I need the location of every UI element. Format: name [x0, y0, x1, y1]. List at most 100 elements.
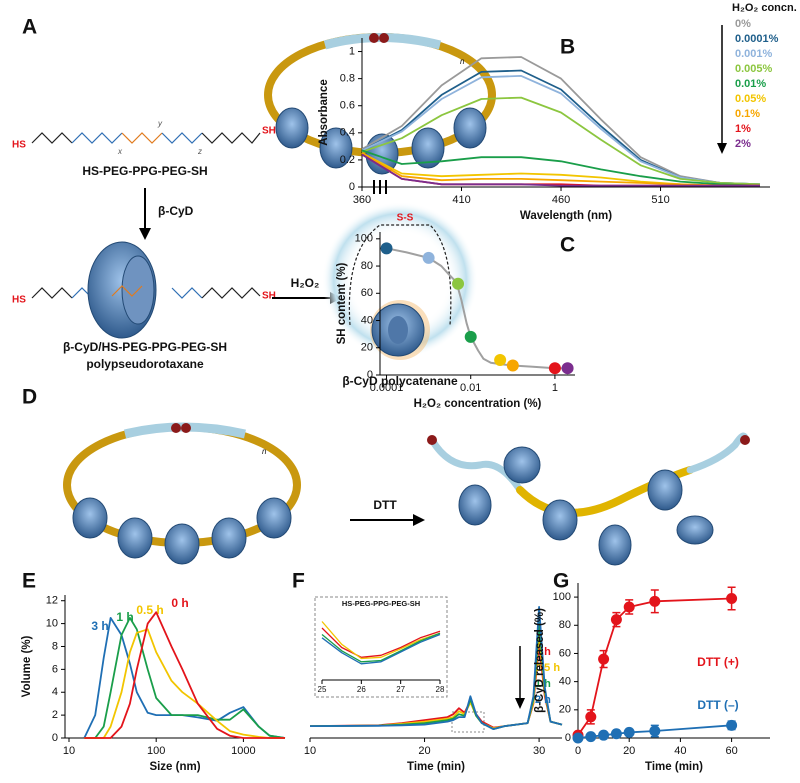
series-label: 0.5 h	[136, 603, 163, 617]
x-tick-label: 20	[623, 745, 635, 757]
y-tick-label: 0.4	[340, 127, 355, 139]
data-point	[598, 729, 610, 741]
thiol-label: HS	[12, 295, 26, 306]
data-line	[84, 628, 285, 739]
x-tick-label: 26	[357, 685, 366, 694]
arrow-head	[139, 228, 151, 240]
y-tick-label: 0	[52, 732, 58, 744]
legend-label: 2%	[735, 138, 751, 150]
data-point	[598, 653, 610, 665]
data-point	[726, 593, 738, 604]
polycatenane-ring	[63, 422, 301, 565]
data-point	[585, 731, 597, 743]
y-tick-label: 10	[46, 618, 58, 630]
ppg-segment	[111, 285, 143, 297]
x-tick-label: 20	[418, 745, 430, 757]
data-line	[84, 617, 286, 739]
series-label: 1 h	[116, 610, 133, 624]
x-tick-label: 510	[651, 194, 669, 206]
y-tick-label: 60	[361, 287, 373, 299]
data-line	[309, 606, 563, 730]
x-tick-label: 10	[304, 745, 316, 757]
free-polymer	[427, 432, 750, 566]
product-label: β-CyD polycatenane	[342, 374, 458, 388]
data-point	[623, 601, 635, 613]
y-tick-label: 0.2	[340, 154, 355, 166]
series-label: 3 h	[91, 619, 108, 633]
x-tick-label: 410	[452, 194, 470, 206]
data-point	[561, 362, 574, 375]
data-line	[321, 633, 441, 665]
y-tick-label: 80	[361, 260, 373, 272]
y-tick-label: 100	[553, 591, 571, 603]
legend-label: 0.0001%	[735, 33, 779, 45]
thiol-label: HS	[12, 140, 26, 151]
y-tick-label: 20	[559, 704, 571, 716]
legend-label: 1%	[735, 123, 751, 135]
legend-label: 0.05%	[735, 93, 766, 105]
polycatenane-ring	[264, 33, 496, 175]
pseudorotaxane-structure	[31, 287, 261, 299]
y-tick-label: 0	[565, 732, 571, 744]
panel-letter: B	[560, 36, 575, 59]
panel-letter: E	[22, 570, 36, 593]
legend-label: 0.001%	[735, 48, 773, 60]
x-tick-label: 0.01	[460, 382, 481, 394]
y-tick-label: 0.8	[340, 73, 355, 85]
data-line	[309, 632, 563, 730]
thiol-label: SH	[262, 126, 276, 137]
data-line	[361, 153, 760, 187]
data-line	[321, 621, 441, 660]
series-label: DTT (–)	[697, 698, 738, 712]
repeat-label: y	[157, 119, 163, 128]
y-tick-label: 100	[355, 233, 373, 245]
x-axis-title: Time (min)	[645, 761, 703, 773]
data-point	[506, 359, 519, 372]
panel-letter: A	[22, 16, 37, 39]
data-point	[452, 277, 465, 290]
legend-label: 0.01%	[735, 78, 766, 90]
data-point	[610, 728, 622, 740]
legend-label: 2 h	[535, 694, 551, 706]
x-tick-label: 60	[725, 745, 737, 757]
y-axis-title: Volume (%)	[21, 635, 33, 697]
x-tick-label: 25	[318, 685, 327, 694]
y-tick-label: 12	[46, 595, 58, 607]
repeat-label: x	[117, 147, 123, 156]
y-tick-label: 2	[52, 709, 58, 721]
y-tick-label: 4	[52, 686, 58, 698]
legend-title: H₂O₂ concn.	[732, 2, 797, 14]
x-tick-label: 28	[436, 685, 445, 694]
y-tick-label: 0.6	[340, 100, 355, 112]
glow	[322, 202, 478, 358]
legend-label: 0.5 h	[535, 662, 560, 674]
arrow-head	[413, 514, 425, 526]
panel-letter: G	[553, 570, 569, 593]
x-axis-title: Size (nm)	[149, 761, 200, 773]
polymer-label: HS-PEG-PPG-PEG-SH	[82, 164, 207, 178]
x-tick-label: 1	[552, 382, 558, 394]
oxidant-label: H₂O₂	[291, 276, 320, 290]
repeat-label: n	[262, 447, 267, 456]
thiol-label: SH	[262, 291, 276, 302]
data-point	[494, 354, 507, 367]
legend-label: 0.1%	[735, 108, 760, 120]
data-point	[649, 725, 661, 737]
x-tick-label: 40	[674, 745, 686, 757]
y-tick-label: 6	[52, 663, 58, 675]
y-tick-label: 1	[349, 45, 355, 57]
y-tick-label: 8	[52, 640, 58, 652]
x-axis-title: Time (min)	[407, 761, 465, 773]
panel-letter: D	[22, 386, 37, 409]
inset-title: HS-PEG-PPG-PEG-SH	[342, 599, 420, 608]
y-tick-label: 0	[367, 369, 373, 381]
x-tick-label: 100	[147, 745, 165, 757]
x-tick-label: 30	[533, 745, 545, 757]
cyd-label: β-CyD	[158, 204, 194, 218]
x-axis-title: H₂O₂ concentration (%)	[414, 398, 542, 410]
legend-label: 0.005%	[735, 63, 773, 75]
legend-label: 0%	[735, 18, 751, 30]
data-line	[321, 632, 441, 663]
x-tick-label: 360	[353, 194, 371, 206]
